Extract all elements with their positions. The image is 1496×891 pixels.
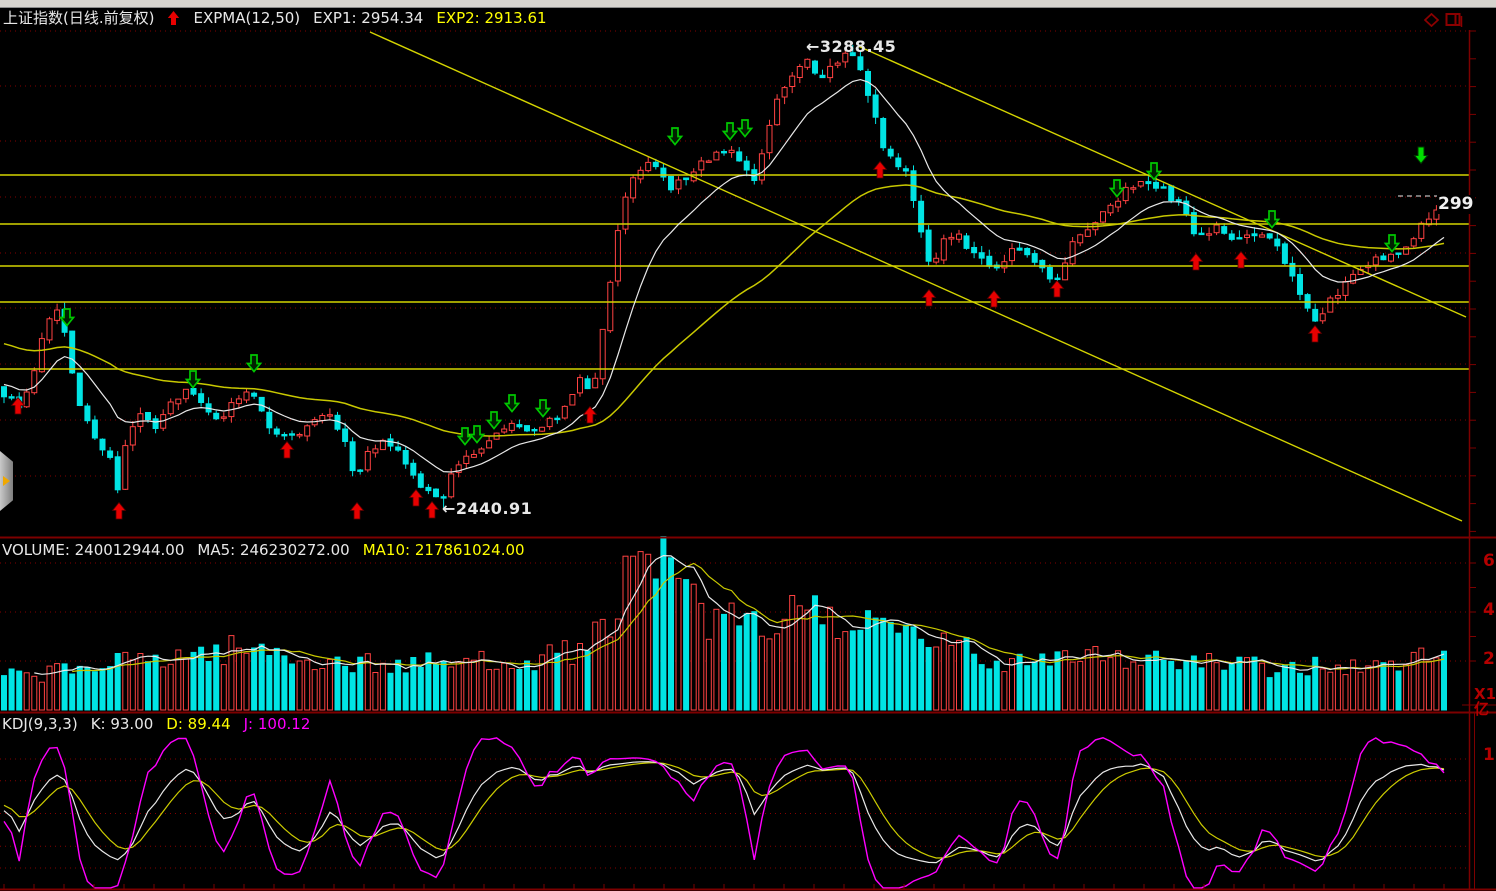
sell-signal-arrow-icon [245, 354, 263, 373]
sell-signal-arrow-icon [1108, 179, 1126, 198]
expand-arrow-icon [3, 476, 10, 486]
volume-legend: VOLUME: 240012944.00 MA5: 246230272.00 M… [2, 541, 525, 559]
volume-ma5-value: MA5: 246230272.00 [197, 541, 350, 559]
volume-bars [1, 536, 1447, 711]
sell-signal-arrow-icon [456, 427, 474, 446]
sell-signal-arrow-icon [485, 411, 503, 430]
buy-signal-arrow-icon [986, 289, 1002, 308]
sell-signal-solid-arrow-icon [1413, 146, 1429, 165]
sell-signal-arrow-icon [468, 425, 486, 444]
sell-signal-arrow-icon [184, 370, 202, 389]
buy-signal-arrow-icon [1049, 279, 1065, 298]
buy-signal-arrow-icon [349, 501, 365, 520]
kdj-k-value: K: 93.00 [90, 715, 154, 733]
chart-header: 上证指数(日线.前复权) EXPMA(12,50) EXP1: 2954.34 … [3, 9, 547, 27]
buy-signal-arrow-icon [111, 501, 127, 520]
exp1-value: EXP1: 2954.34 [313, 9, 424, 27]
sell-signal-arrow-icon [736, 119, 754, 138]
kdj-lines [3, 737, 1445, 889]
exp2-value: EXP2: 2913.61 [436, 9, 547, 27]
signal-markers [10, 119, 1429, 520]
grid-lines [0, 30, 1469, 869]
trend-lines [369, 31, 1467, 522]
buy-signal-arrow-icon [921, 288, 937, 307]
sell-signal-arrow-icon [534, 399, 552, 418]
peak-price-annotation: ←3288.45 [806, 37, 897, 56]
volume-ma10-value: MA10: 217861024.00 [362, 541, 525, 559]
volume-value: VOLUME: 240012944.00 [2, 541, 185, 559]
sell-signal-arrow-icon [503, 394, 521, 413]
volume-axis-label-4: 4 [1483, 600, 1495, 620]
diamond-icon[interactable] [1424, 12, 1439, 27]
indicator-name[interactable]: EXPMA(12,50) [193, 9, 301, 27]
expma-signal-up-arrow-icon [167, 10, 180, 26]
volume-axis-label-6: 6 [1483, 551, 1495, 571]
buy-signal-arrow-icon [872, 160, 888, 179]
window-titlebar[interactable] [0, 0, 1496, 8]
volume-axis-label-2: 2 [1483, 649, 1495, 669]
kdj-indicator-name[interactable]: KDJ(9,3,3) [2, 715, 78, 733]
restore-window-icon[interactable] [1445, 12, 1463, 27]
buy-signal-arrow-icon [582, 405, 598, 424]
sell-signal-arrow-icon [1263, 210, 1281, 229]
volume-ma-lines [34, 554, 1445, 675]
candlestick-series [1, 45, 1447, 510]
buy-signal-arrow-icon [10, 396, 26, 415]
buy-signal-arrow-icon [1233, 250, 1249, 269]
sell-signal-arrow-icon [58, 308, 76, 327]
kdj-d-value: D: 89.44 [166, 715, 231, 733]
kdj-j-value: J: 100.12 [243, 715, 311, 733]
kdj-legend: KDJ(9,3,3) K: 93.00 D: 89.44 J: 100.12 [2, 715, 310, 733]
left-panel-expander[interactable] [0, 451, 13, 511]
sell-signal-arrow-icon [721, 122, 739, 141]
buy-signal-arrow-icon [408, 488, 424, 507]
sell-signal-arrow-icon [666, 127, 684, 146]
buy-signal-arrow-icon [279, 440, 295, 459]
kdj-axis-label-100: 1 [1483, 745, 1495, 765]
volume-unit-label: X1亿 [1474, 685, 1496, 718]
trough-price-annotation: ←2440.91 [442, 499, 533, 518]
buy-signal-arrow-icon [1307, 324, 1323, 343]
sell-signal-arrow-icon [1145, 162, 1163, 181]
sell-signal-arrow-icon [1383, 234, 1401, 253]
expma-lines [3, 78, 1445, 473]
buy-signal-arrow-icon [1188, 252, 1204, 271]
buy-signal-arrow-icon [424, 500, 440, 519]
window-controls [1424, 12, 1463, 27]
last-price-label: 299 [1437, 194, 1475, 214]
axis-frame [0, 30, 1496, 891]
level-lines [0, 174, 1469, 370]
symbol-title: 上证指数(日线.前复权) [3, 9, 155, 27]
